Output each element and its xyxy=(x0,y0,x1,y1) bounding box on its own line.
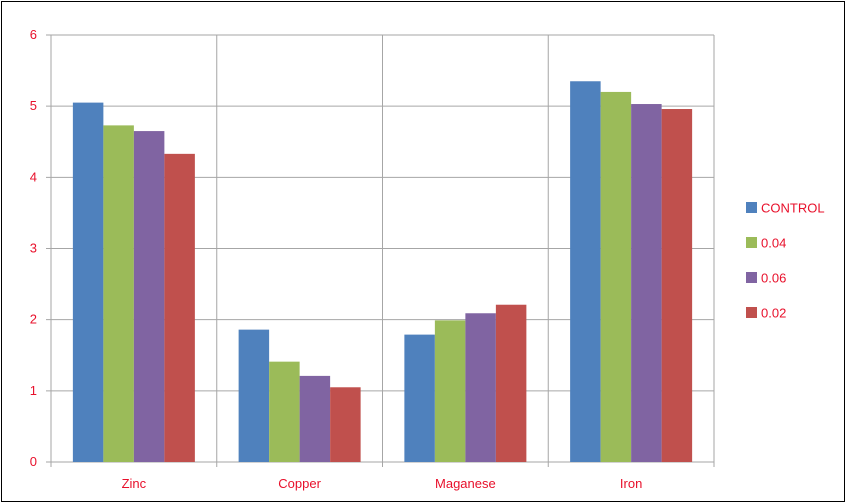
bar-maganese-004 xyxy=(434,320,466,462)
bar-iron-006 xyxy=(631,104,662,462)
bar-iron-004 xyxy=(600,91,632,462)
bar-maganese-002 xyxy=(495,304,527,462)
y-tick-label: 2 xyxy=(30,312,37,327)
x-category-label: Maganese xyxy=(435,476,496,491)
bar-zinc-control xyxy=(72,102,104,462)
y-tick-label: 1 xyxy=(30,383,37,398)
legend-label: 0.02 xyxy=(761,306,786,321)
bar-zinc-006 xyxy=(133,131,165,462)
legend-swatch xyxy=(746,237,757,248)
legend-swatch xyxy=(746,272,757,283)
y-tick-label: 4 xyxy=(30,169,37,184)
bar-copper-006 xyxy=(299,375,331,462)
legend: CONTROL 0.04 0.06 0.02 xyxy=(746,201,825,321)
bar-maganese-006 xyxy=(465,313,496,462)
legend-label: 0.04 xyxy=(761,236,786,251)
legend-swatch xyxy=(746,202,757,213)
x-category-label: Copper xyxy=(278,476,321,491)
y-tick-label: 6 xyxy=(30,27,37,42)
x-axis-category-labels: Zinc Copper Maganese Iron xyxy=(122,476,643,491)
bar-copper-control xyxy=(238,329,270,462)
bar-copper-004 xyxy=(269,361,300,462)
bar-iron-002 xyxy=(661,109,693,462)
legend-swatch xyxy=(746,307,757,318)
y-tick-label: 0 xyxy=(30,454,37,469)
y-axis-tick-labels: 0 1 2 3 4 5 6 xyxy=(30,27,37,469)
y-tick-label: 5 xyxy=(30,98,37,113)
bar-copper-002 xyxy=(330,387,361,462)
bar-zinc-002 xyxy=(164,153,195,462)
legend-label: 0.06 xyxy=(761,271,786,286)
bar-zinc-004 xyxy=(103,125,134,463)
y-tick-label: 3 xyxy=(30,241,37,256)
x-category-label: Iron xyxy=(620,476,642,491)
bar-iron-control xyxy=(570,81,601,462)
legend-label: CONTROL xyxy=(761,201,825,216)
bar-maganese-control xyxy=(404,334,435,462)
bars xyxy=(72,81,693,463)
x-category-label: Zinc xyxy=(122,476,147,491)
